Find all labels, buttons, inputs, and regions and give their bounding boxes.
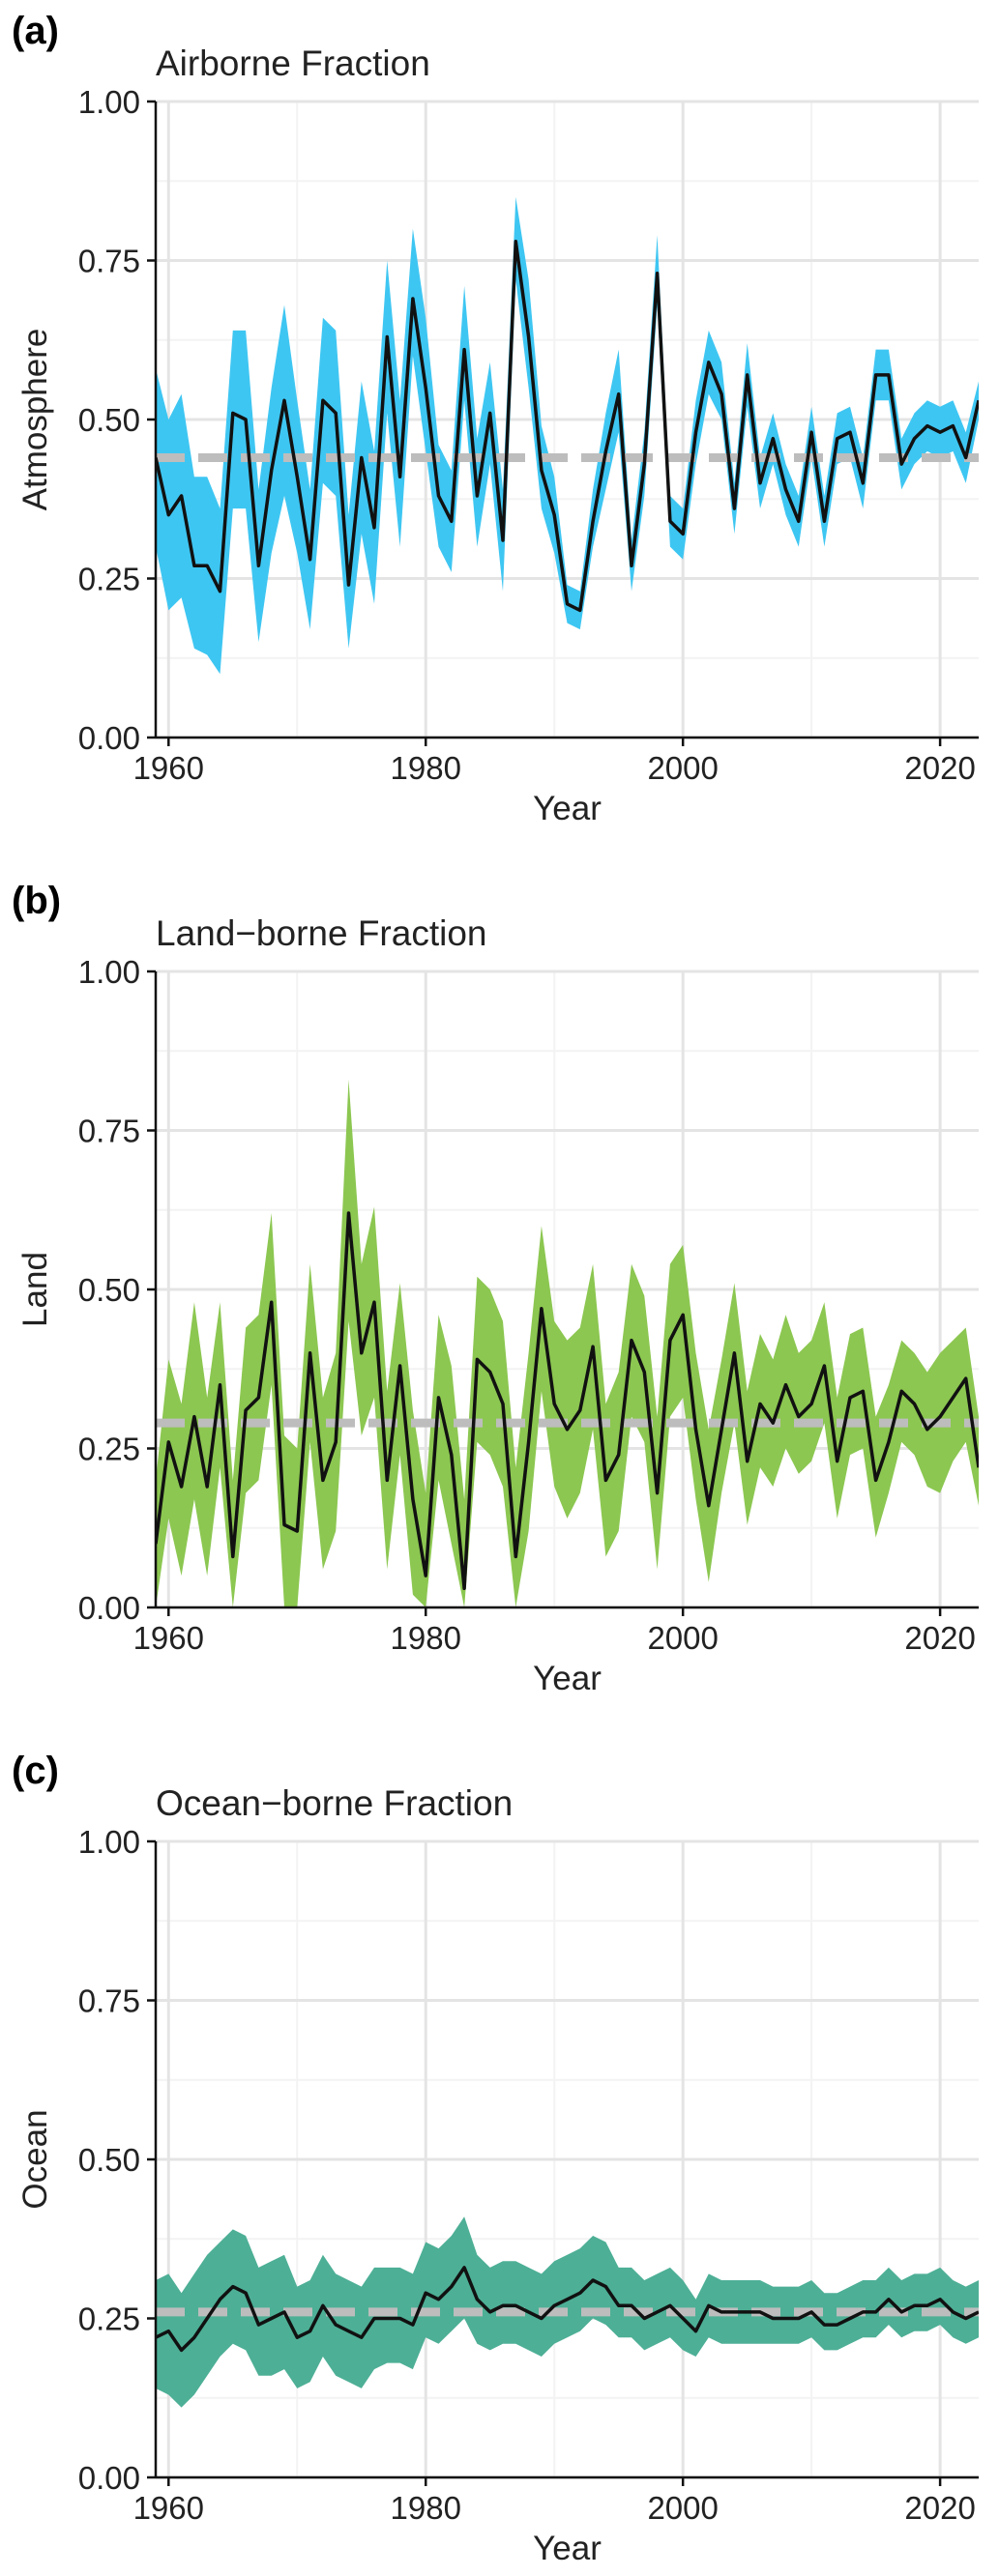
y-axis-title: Atmosphere bbox=[16, 329, 54, 511]
series-line bbox=[156, 240, 979, 613]
y-tick-label: 0.50 bbox=[78, 1272, 140, 1308]
x-tick-label: 1980 bbox=[391, 750, 461, 786]
panel-label: (c) bbox=[12, 1750, 59, 1792]
y-tick-label: 0.25 bbox=[78, 562, 140, 597]
y-axis-title: Ocean bbox=[16, 2109, 54, 2209]
y-tick-label: 1.00 bbox=[78, 954, 140, 990]
y-tick-label: 0.75 bbox=[78, 1114, 140, 1149]
x-tick-label: 2000 bbox=[647, 750, 718, 786]
panel-label: (b) bbox=[12, 880, 61, 922]
x-axis-title: Year bbox=[533, 1660, 602, 1697]
x-tick-label: 2020 bbox=[904, 2490, 975, 2526]
y-tick-label: 0.50 bbox=[78, 2142, 140, 2178]
y-tick-label: 0.25 bbox=[78, 2301, 140, 2337]
chart-title: Airborne Fraction bbox=[156, 43, 430, 83]
y-tick-label: 0.50 bbox=[78, 402, 140, 438]
series-line bbox=[156, 2266, 979, 2353]
x-tick-label: 1960 bbox=[133, 1620, 204, 1656]
y-tick-label: 0.75 bbox=[78, 244, 140, 279]
y-tick-label: 0.75 bbox=[78, 1983, 140, 2019]
chart-title: Land−borne Fraction bbox=[156, 913, 487, 953]
panel-label: (a) bbox=[12, 10, 59, 52]
series-line bbox=[156, 1211, 979, 1591]
x-tick-label: 1960 bbox=[133, 750, 204, 786]
x-tick-label: 2000 bbox=[647, 1620, 718, 1656]
y-axis-title: Land bbox=[16, 1252, 54, 1327]
panel-1: (a) Airborne Fraction 0.00 0.25 0.50 0.75 1.00… bbox=[12, 10, 979, 827]
y-tick-label: 0.00 bbox=[78, 2460, 140, 2496]
y-tick-label: 1.00 bbox=[78, 1824, 140, 1860]
x-tick-label: 1960 bbox=[133, 2490, 204, 2526]
x-tick-label: 2020 bbox=[904, 1620, 975, 1656]
x-tick-label: 1980 bbox=[391, 1620, 461, 1656]
x-tick-label: 2000 bbox=[647, 2490, 718, 2526]
plot-area bbox=[156, 2216, 979, 2408]
chart-title: Ocean−borne Fraction bbox=[156, 1783, 513, 1823]
panel-2: (b) Land−borne Fraction 0.00 0.25 0.50 0.75 1.… bbox=[12, 880, 979, 1697]
plot-area bbox=[156, 1079, 979, 1607]
y-tick-label: 1.00 bbox=[78, 84, 140, 120]
y-tick-label: 0.00 bbox=[78, 720, 140, 756]
uncertainty-band bbox=[156, 1079, 979, 1607]
plot-area bbox=[156, 196, 979, 675]
y-tick-label: 0.25 bbox=[78, 1432, 140, 1467]
x-axis-title: Year bbox=[533, 2530, 602, 2567]
y-tick-label: 0.00 bbox=[78, 1590, 140, 1626]
x-tick-label: 1980 bbox=[391, 2490, 461, 2526]
panel-3: (c) Ocean−borne Fraction 0.00 0.25 0.50 0.75 1… bbox=[12, 1750, 979, 2567]
x-tick-label: 2020 bbox=[904, 750, 975, 786]
x-axis-title: Year bbox=[533, 790, 602, 827]
